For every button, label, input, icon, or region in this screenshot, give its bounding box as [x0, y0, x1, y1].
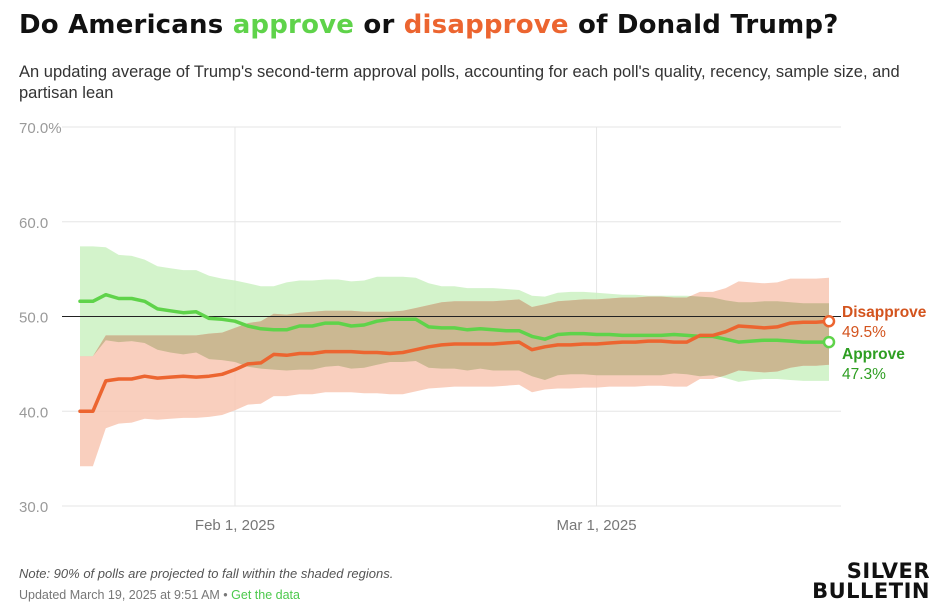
- title-prefix: Do Americans: [19, 10, 233, 40]
- approval-chart: 70.0% 60.0 50.0 40.0 30.0 Feb 1, 2025 Mar 1, 2…: [19, 120, 927, 534]
- updated-timestamp: Updated March 19, 2025 at 9:51 AM: [19, 588, 220, 602]
- chart-title: Do Americans approve or disapprove of Do…: [19, 10, 839, 40]
- confidence-bands: [80, 246, 829, 467]
- y-tick-label: 40.0: [19, 404, 48, 421]
- title-suffix: of Donald Trump?: [568, 10, 839, 40]
- axis-labels: 70.0% 60.0 50.0 40.0 30.0 Feb 1, 2025 Mar 1, 2…: [19, 120, 927, 534]
- x-tick-label: Mar 1, 2025: [557, 517, 637, 534]
- silver-bulletin-logo: SILVER BULLETIN: [812, 559, 930, 603]
- chart-note: Note: 90% of polls are projected to fall…: [19, 566, 394, 581]
- y-tick-label: 60.0: [19, 215, 48, 232]
- update-info: Updated March 19, 2025 at 9:51 AM • Get …: [19, 588, 300, 602]
- title-middle: or: [354, 10, 404, 40]
- logo-line-2: BULLETIN: [812, 579, 930, 603]
- disapprove-end-marker: [822, 314, 836, 328]
- disapprove-series-label: Disapprove: [842, 304, 927, 321]
- get-the-data-link[interactable]: Get the data: [231, 588, 300, 602]
- series-lines: [62, 292, 841, 414]
- y-tick-label: 30.0: [19, 499, 48, 516]
- title-disapprove-word: disapprove: [403, 10, 569, 40]
- updated-separator: •: [219, 588, 232, 602]
- approve-series-label: Approve: [842, 346, 905, 363]
- disapprove-line: [78, 319, 831, 414]
- approve-end-value-label: 47.3%: [842, 366, 886, 383]
- title-approve-word: approve: [232, 10, 355, 40]
- y-tick-label: 70.0%: [19, 120, 62, 137]
- disapprove-end-value-label: 49.5%: [842, 324, 886, 341]
- x-tick-label: Feb 1, 2025: [195, 517, 275, 534]
- approve-end-marker: [822, 335, 836, 349]
- logo-line-1: SILVER: [846, 559, 930, 583]
- y-tick-label: 50.0: [19, 310, 48, 327]
- chart-subtitle: An updating average of Trump's second-te…: [19, 63, 900, 102]
